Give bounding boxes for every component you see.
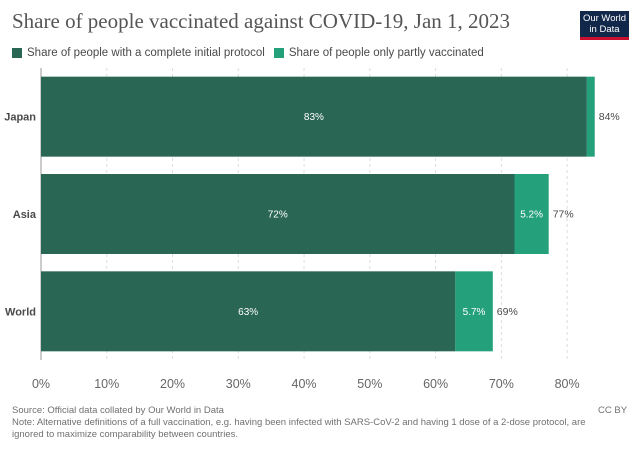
bar-partial <box>514 174 549 254</box>
source-note: Source: Official data collated by Our Wo… <box>12 405 224 416</box>
legend-label-complete: Share of people with a complete initial … <box>27 47 265 59</box>
data-label-partial: 5.7% <box>463 307 486 318</box>
category-label: World <box>5 306 36 318</box>
license-label[interactable]: CC BY <box>598 405 628 416</box>
x-tick-label: 20% <box>160 377 185 391</box>
bar-partial <box>586 76 595 157</box>
definition-note: Note: Alternative definitions of a full … <box>12 417 586 440</box>
legend-label-partial: Share of people only partly vaccinated <box>288 47 484 59</box>
x-tick-label: 80% <box>555 377 580 391</box>
logo-line-2: in Data <box>589 24 620 35</box>
bar-complete <box>41 76 587 157</box>
x-tick-label: 50% <box>357 377 382 391</box>
chart-legend: Share of people with a complete initial … <box>12 47 493 59</box>
legend-swatch-complete <box>12 48 22 58</box>
data-label-partial: 5.2% <box>520 210 543 221</box>
data-label-total: 77% <box>553 209 574 221</box>
data-label-complete: 83% <box>304 112 324 123</box>
legend-swatch-partial <box>273 48 284 58</box>
x-tick-label: 30% <box>226 377 251 391</box>
logo-line-1: Our World <box>582 13 627 24</box>
x-tick-label: 60% <box>423 377 448 391</box>
data-label-total: 69% <box>497 306 518 318</box>
owid-logo[interactable]: Our World in Data <box>580 11 629 40</box>
bar-complete <box>41 271 456 352</box>
x-tick-label: 70% <box>489 377 514 391</box>
data-label-complete: 72% <box>268 210 288 221</box>
x-tick-label: 10% <box>94 377 119 391</box>
bar-complete <box>41 174 515 254</box>
bar-partial <box>455 271 493 352</box>
data-label-complete: 63% <box>238 307 258 318</box>
category-label: Japan <box>4 112 36 124</box>
data-label-total: 84% <box>599 111 620 123</box>
bar-chart: 0% 10% 20% 30% 40% 50% 60% 70% 80% Japan 83% 84% Asi… <box>4 68 620 391</box>
x-tick-label: 40% <box>292 377 317 391</box>
legend-item-complete[interactable]: Share of people with a complete initial … <box>12 47 265 59</box>
x-tick-label: 0% <box>32 377 50 391</box>
chart-title: Share of people vaccinated against COVID… <box>12 9 511 33</box>
category-label: Asia <box>13 209 37 221</box>
legend-item-partial[interactable]: Share of people only partly vaccinated <box>273 47 484 59</box>
